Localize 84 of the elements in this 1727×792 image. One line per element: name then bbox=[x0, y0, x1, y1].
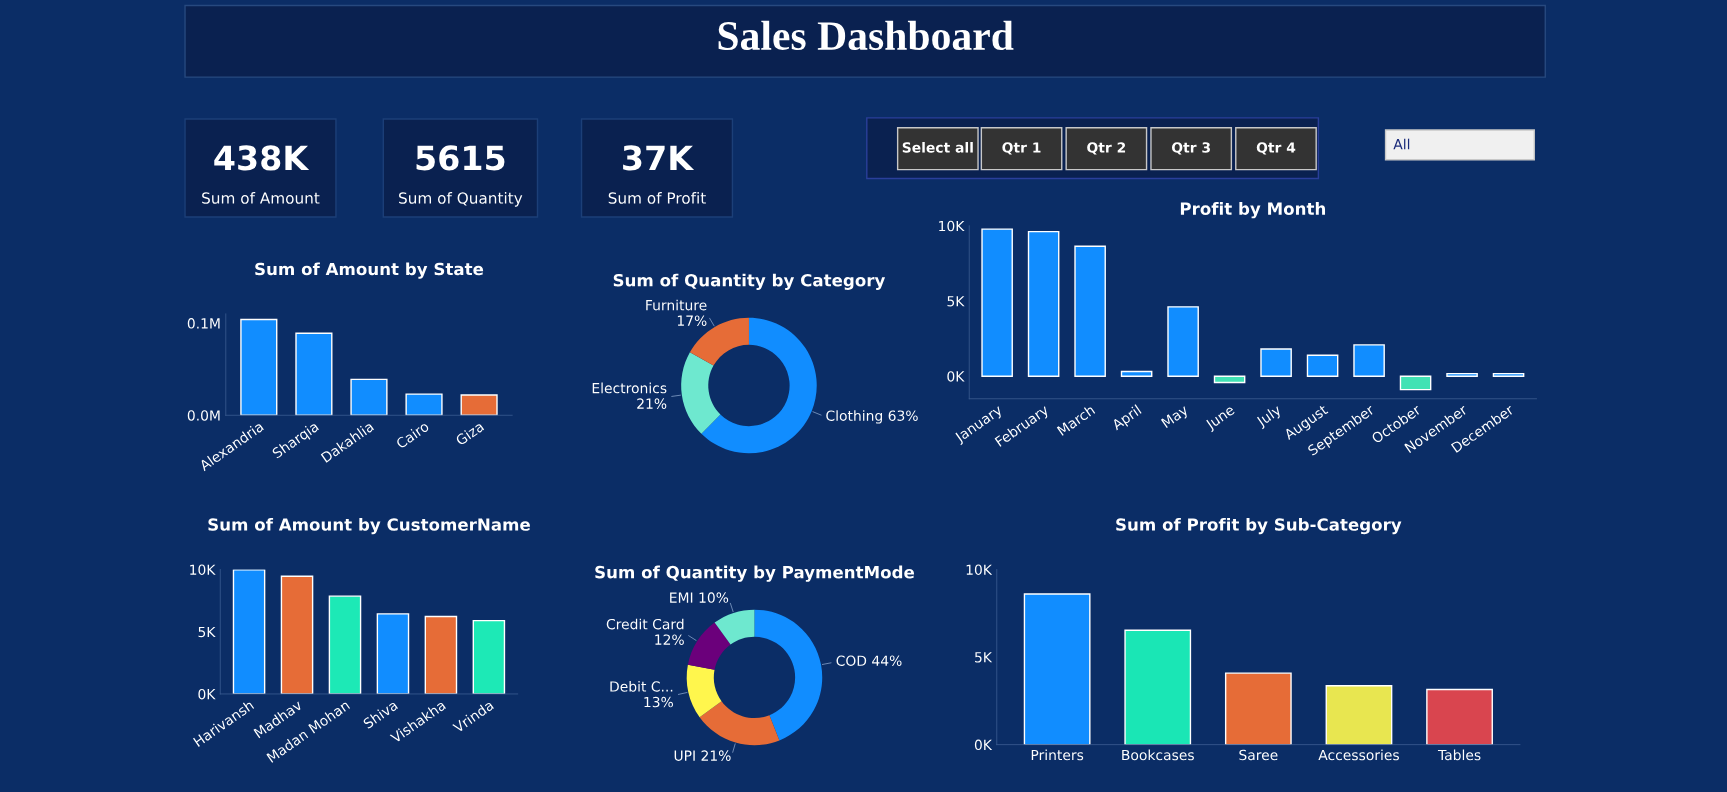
text: Qtr 3 bbox=[1171, 142, 1210, 155]
donut-slice bbox=[687, 622, 731, 670]
bar bbox=[1213, 375, 1246, 384]
text: Select all bbox=[902, 141, 973, 153]
y-tick-label: 5K bbox=[975, 652, 993, 663]
bar bbox=[460, 394, 498, 416]
bar bbox=[1426, 688, 1493, 745]
y-tick-label: 10K bbox=[939, 220, 965, 232]
donut-slice bbox=[699, 701, 780, 746]
bar bbox=[1027, 230, 1060, 377]
bar bbox=[376, 613, 410, 694]
y-tick-label: 5K bbox=[947, 296, 965, 307]
y-tick-label: 0K bbox=[947, 371, 965, 382]
slice-label: Debit C... bbox=[610, 680, 673, 692]
bar bbox=[328, 595, 362, 694]
bar bbox=[280, 575, 314, 694]
x-tick-label: Bookcases bbox=[1122, 749, 1194, 761]
y-tick-label: 5K bbox=[198, 626, 216, 638]
chart-title: Sum of Profit by Sub-Category bbox=[1116, 517, 1402, 535]
bar bbox=[1074, 245, 1106, 377]
text: Sum of Quantity bbox=[399, 191, 523, 207]
donut-slice bbox=[754, 609, 823, 741]
y-tick-label: 10K bbox=[966, 564, 993, 575]
chart-title: Sum of Quantity by PaymentMode bbox=[595, 565, 915, 582]
y-tick-label: 0K bbox=[974, 739, 993, 751]
bar bbox=[1124, 629, 1192, 745]
bar bbox=[240, 318, 278, 416]
donut-slice bbox=[714, 609, 755, 645]
chart-title: Sum of Quantity by Category bbox=[613, 273, 886, 290]
x-tick-label: Printers bbox=[1031, 749, 1084, 761]
bar bbox=[405, 393, 443, 416]
bar bbox=[1120, 370, 1153, 377]
x-tick-label: Giza bbox=[454, 420, 485, 446]
text: 438K bbox=[214, 145, 310, 171]
bar bbox=[350, 378, 388, 416]
slice-label: EMI 10% bbox=[670, 592, 729, 603]
bar bbox=[1023, 593, 1091, 745]
bar bbox=[981, 228, 1013, 377]
x-tick-label: May bbox=[1160, 404, 1191, 431]
slice-label: Credit Card bbox=[606, 618, 684, 630]
data-label: 21% bbox=[637, 398, 667, 409]
text: Sales Dashboard bbox=[718, 20, 1014, 51]
text: 37K bbox=[623, 145, 695, 171]
slice-label: UPI 21% bbox=[674, 750, 731, 761]
text: Sum of Profit bbox=[608, 191, 706, 204]
text: Qtr 2 bbox=[1087, 142, 1126, 155]
bar bbox=[424, 615, 458, 694]
bar bbox=[472, 619, 506, 694]
bar bbox=[1399, 375, 1432, 391]
text: Sum of Amount bbox=[202, 191, 320, 204]
x-tick-label: Accessories bbox=[1318, 749, 1399, 761]
donut-slice bbox=[681, 352, 721, 434]
bar bbox=[1353, 344, 1385, 377]
chart-title: Profit by Month bbox=[1180, 202, 1326, 219]
x-tick-label: July bbox=[1255, 403, 1284, 430]
bar bbox=[1325, 685, 1393, 745]
data-label: 12% bbox=[655, 634, 684, 645]
slice-label: Clothing 63% bbox=[826, 410, 918, 424]
bar bbox=[1260, 348, 1292, 377]
bar bbox=[1224, 672, 1292, 745]
y-tick-label: 0.0M bbox=[187, 410, 220, 421]
donut-slice bbox=[686, 664, 722, 718]
data-label: 13% bbox=[644, 696, 673, 708]
text: All bbox=[1393, 138, 1410, 150]
bar bbox=[1167, 306, 1199, 377]
text: Qtr 4 bbox=[1256, 142, 1296, 155]
x-tick-label: Tables bbox=[1437, 749, 1481, 761]
chart-title: Sum of Amount by CustomerName bbox=[208, 517, 530, 535]
chart-title: Sum of Amount by State bbox=[255, 262, 484, 279]
y-tick-label: 0K bbox=[198, 688, 216, 700]
text: Qtr 1 bbox=[1002, 142, 1041, 155]
bar bbox=[232, 569, 266, 694]
slice-label: Furniture bbox=[646, 299, 707, 311]
slice-label: COD 44% bbox=[836, 655, 902, 666]
bar bbox=[1492, 372, 1525, 377]
slice-label: Electronics bbox=[592, 382, 667, 394]
bar bbox=[1446, 372, 1478, 377]
y-tick-label: 0.1M bbox=[187, 318, 220, 329]
data-label: 17% bbox=[677, 315, 707, 326]
y-tick-label: 10K bbox=[190, 564, 216, 575]
x-tick-label: Saree bbox=[1239, 749, 1278, 761]
bar bbox=[1306, 354, 1339, 377]
bar bbox=[295, 332, 333, 416]
text: 5615 bbox=[416, 145, 505, 171]
